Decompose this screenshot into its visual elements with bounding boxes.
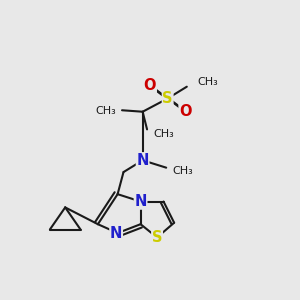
Text: S: S [152, 230, 162, 245]
Text: CH₃: CH₃ [197, 77, 218, 87]
Text: N: N [136, 153, 149, 168]
Text: N: N [110, 226, 122, 241]
Text: N: N [134, 194, 147, 209]
Text: CH₃: CH₃ [153, 129, 174, 140]
Text: CH₃: CH₃ [95, 106, 116, 116]
Text: CH₃: CH₃ [172, 166, 193, 176]
Text: O: O [144, 78, 156, 93]
Text: O: O [179, 104, 192, 119]
Text: S: S [162, 91, 173, 106]
